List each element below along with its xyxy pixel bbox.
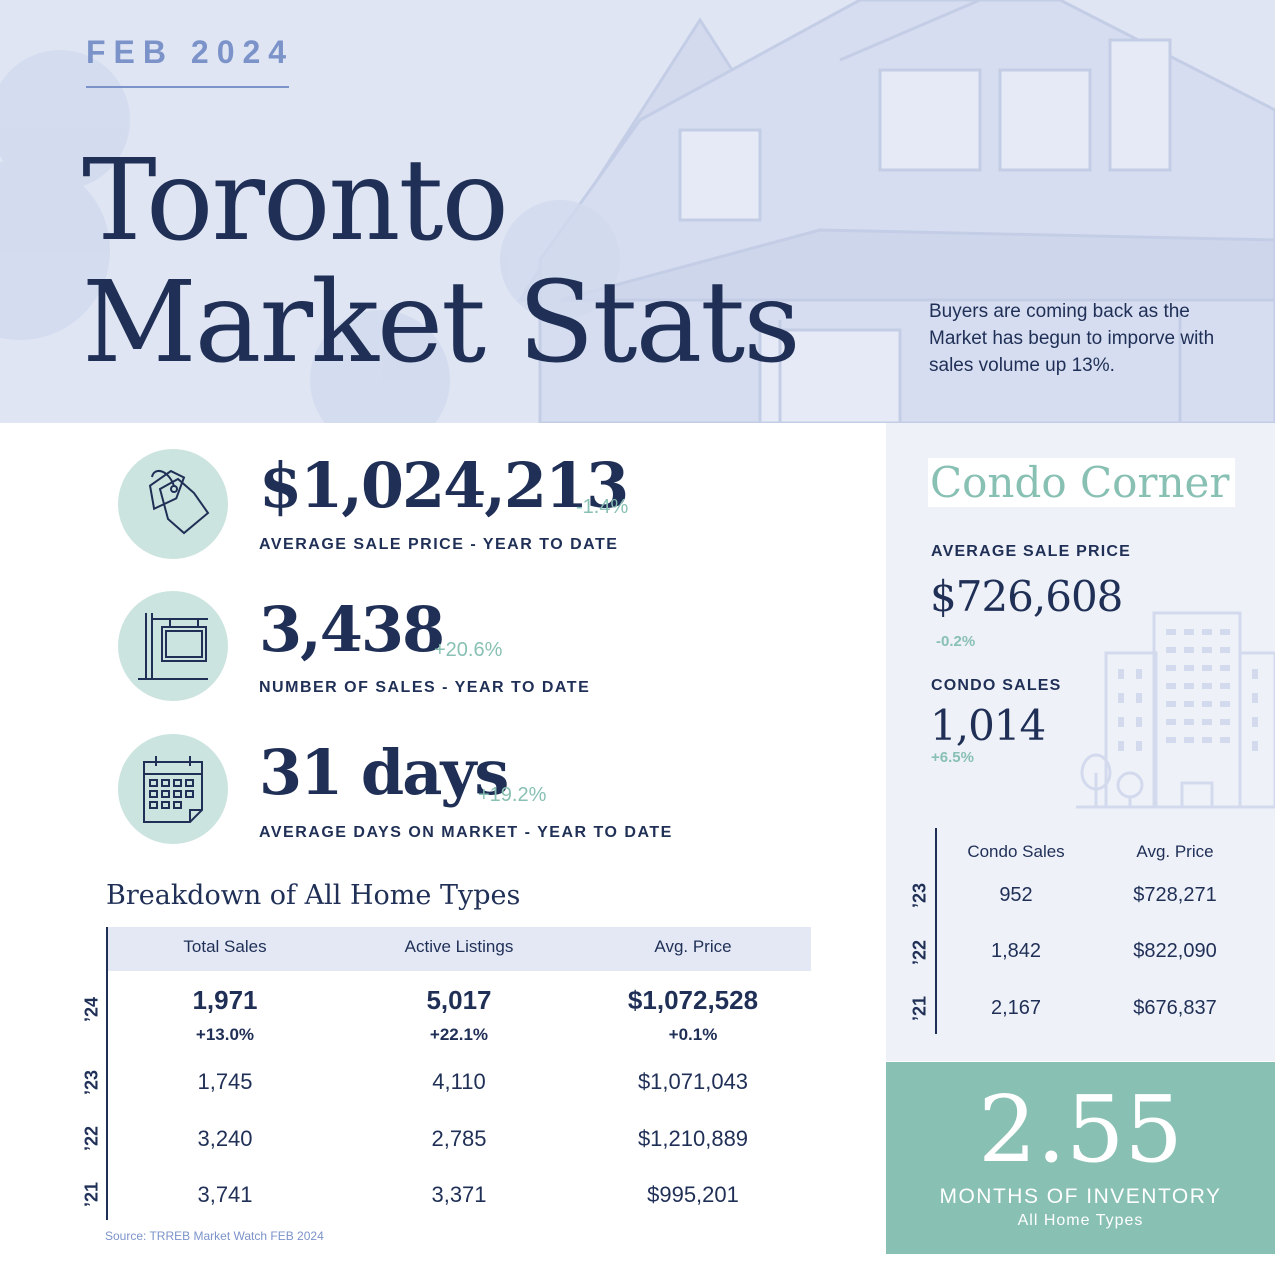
table-cell: 3,741 [197,1182,253,1207]
table-cell: $1,210,889 [637,1126,749,1151]
building-illustration [1076,611,1275,809]
year-label: ’22 [81,1125,102,1152]
table-cell: 1,971 [192,985,258,1015]
table-cell: 1,842 [990,940,1042,962]
intro-text: Buyers are coming back as the Market has… [929,301,1215,376]
inventory-label: MONTHS OF INVENTORY [939,1185,1222,1208]
inventory-sublabel: All Home Types [1017,1212,1144,1229]
table-cell: $676,837 [1133,997,1217,1019]
table-cell-change: +13.0% [195,1025,255,1044]
for-sale-sign-icon [118,591,228,701]
header-active-listings: Active Listings [404,937,514,956]
table-cell: 5,017 [426,985,492,1015]
stat-label: AVERAGE SALE PRICE - YEAR TO DATE [259,536,619,553]
title-line-1: Toronto [82,136,509,266]
year-label: ’23 [909,882,930,909]
header-condo-sales: Condo Sales [967,842,1065,861]
table-cell: 2,785 [431,1126,487,1151]
breakdown-year-rule [106,927,108,1220]
title-line-2: Market Stats [82,258,801,388]
condo-avg-price-change: -0.2% [936,633,976,650]
report-date: FEB 2024 [86,34,295,70]
header-avg-price: Avg. Price [654,937,732,956]
year-label: ’24 [81,996,102,1023]
breakdown-title: Breakdown of All Home Types [106,880,521,911]
table-cell: 952 [999,884,1033,906]
year-label: ’23 [81,1069,102,1096]
table-cell: 3,240 [197,1126,253,1151]
stat-label: AVERAGE DAYS ON MARKET - YEAR TO DATE [259,824,673,841]
condo-sales-change: +6.5% [931,749,974,766]
stat-value: $1,024,213 [259,449,629,522]
condo-sales-value: 1,014 [930,701,1046,750]
stat-change: +19.2% [478,784,547,806]
months-of-inventory-box: 2.55 MONTHS OF INVENTORY All Home Types [886,1062,1275,1254]
year-label: ’21 [909,995,930,1022]
stat-change: +20.6% [434,639,503,661]
condo-avg-price-value: $726,608 [930,572,1123,621]
table-cell: 1,745 [197,1069,253,1094]
table-cell: $728,271 [1133,884,1217,906]
stat-label: NUMBER OF SALES - YEAR TO DATE [259,679,591,696]
breakdown-header-row [108,927,811,971]
condo-avg-price-label: AVERAGE SALE PRICE [931,543,1131,560]
table-cell-change: +22.1% [429,1025,489,1044]
source-note: Source: TRREB Market Watch FEB 2024 [105,1229,324,1243]
condo-year-rule [935,828,937,1034]
table-cell: $1,072,528 [627,985,759,1015]
stat-value: 31 days [259,736,509,809]
date-underline [86,86,289,88]
header-condo-avg-price: Avg. Price [1136,842,1214,861]
calendar-icon [118,734,228,844]
year-label: ’21 [81,1181,102,1208]
page-title: Toronto Market Stats [82,136,801,388]
table-cell-change: +0.1% [668,1025,718,1044]
table-cell: $995,201 [647,1182,739,1207]
table-cell: 3,371 [431,1182,487,1207]
hero-banner: FEB 2024 Toronto Market Stats Buyers are… [0,0,1275,423]
stat-value: 3,438 [259,593,445,666]
condo-panel [886,423,1275,1061]
year-label: ’22 [909,939,930,966]
house-background-image [0,0,1275,423]
header-total-sales: Total Sales [183,937,267,956]
table-cell: $1,071,043 [637,1069,749,1094]
table-cell: 2,167 [990,997,1042,1019]
stat-change: -1.4% [576,496,629,518]
table-cell: 4,110 [432,1069,486,1094]
condo-corner-title: Condo Corner [928,458,1236,507]
price-tag-icon [118,449,228,559]
condo-sales-label: CONDO SALES [931,677,1062,694]
table-cell: $822,090 [1133,940,1217,962]
inventory-value: 2.55 [978,1076,1183,1183]
